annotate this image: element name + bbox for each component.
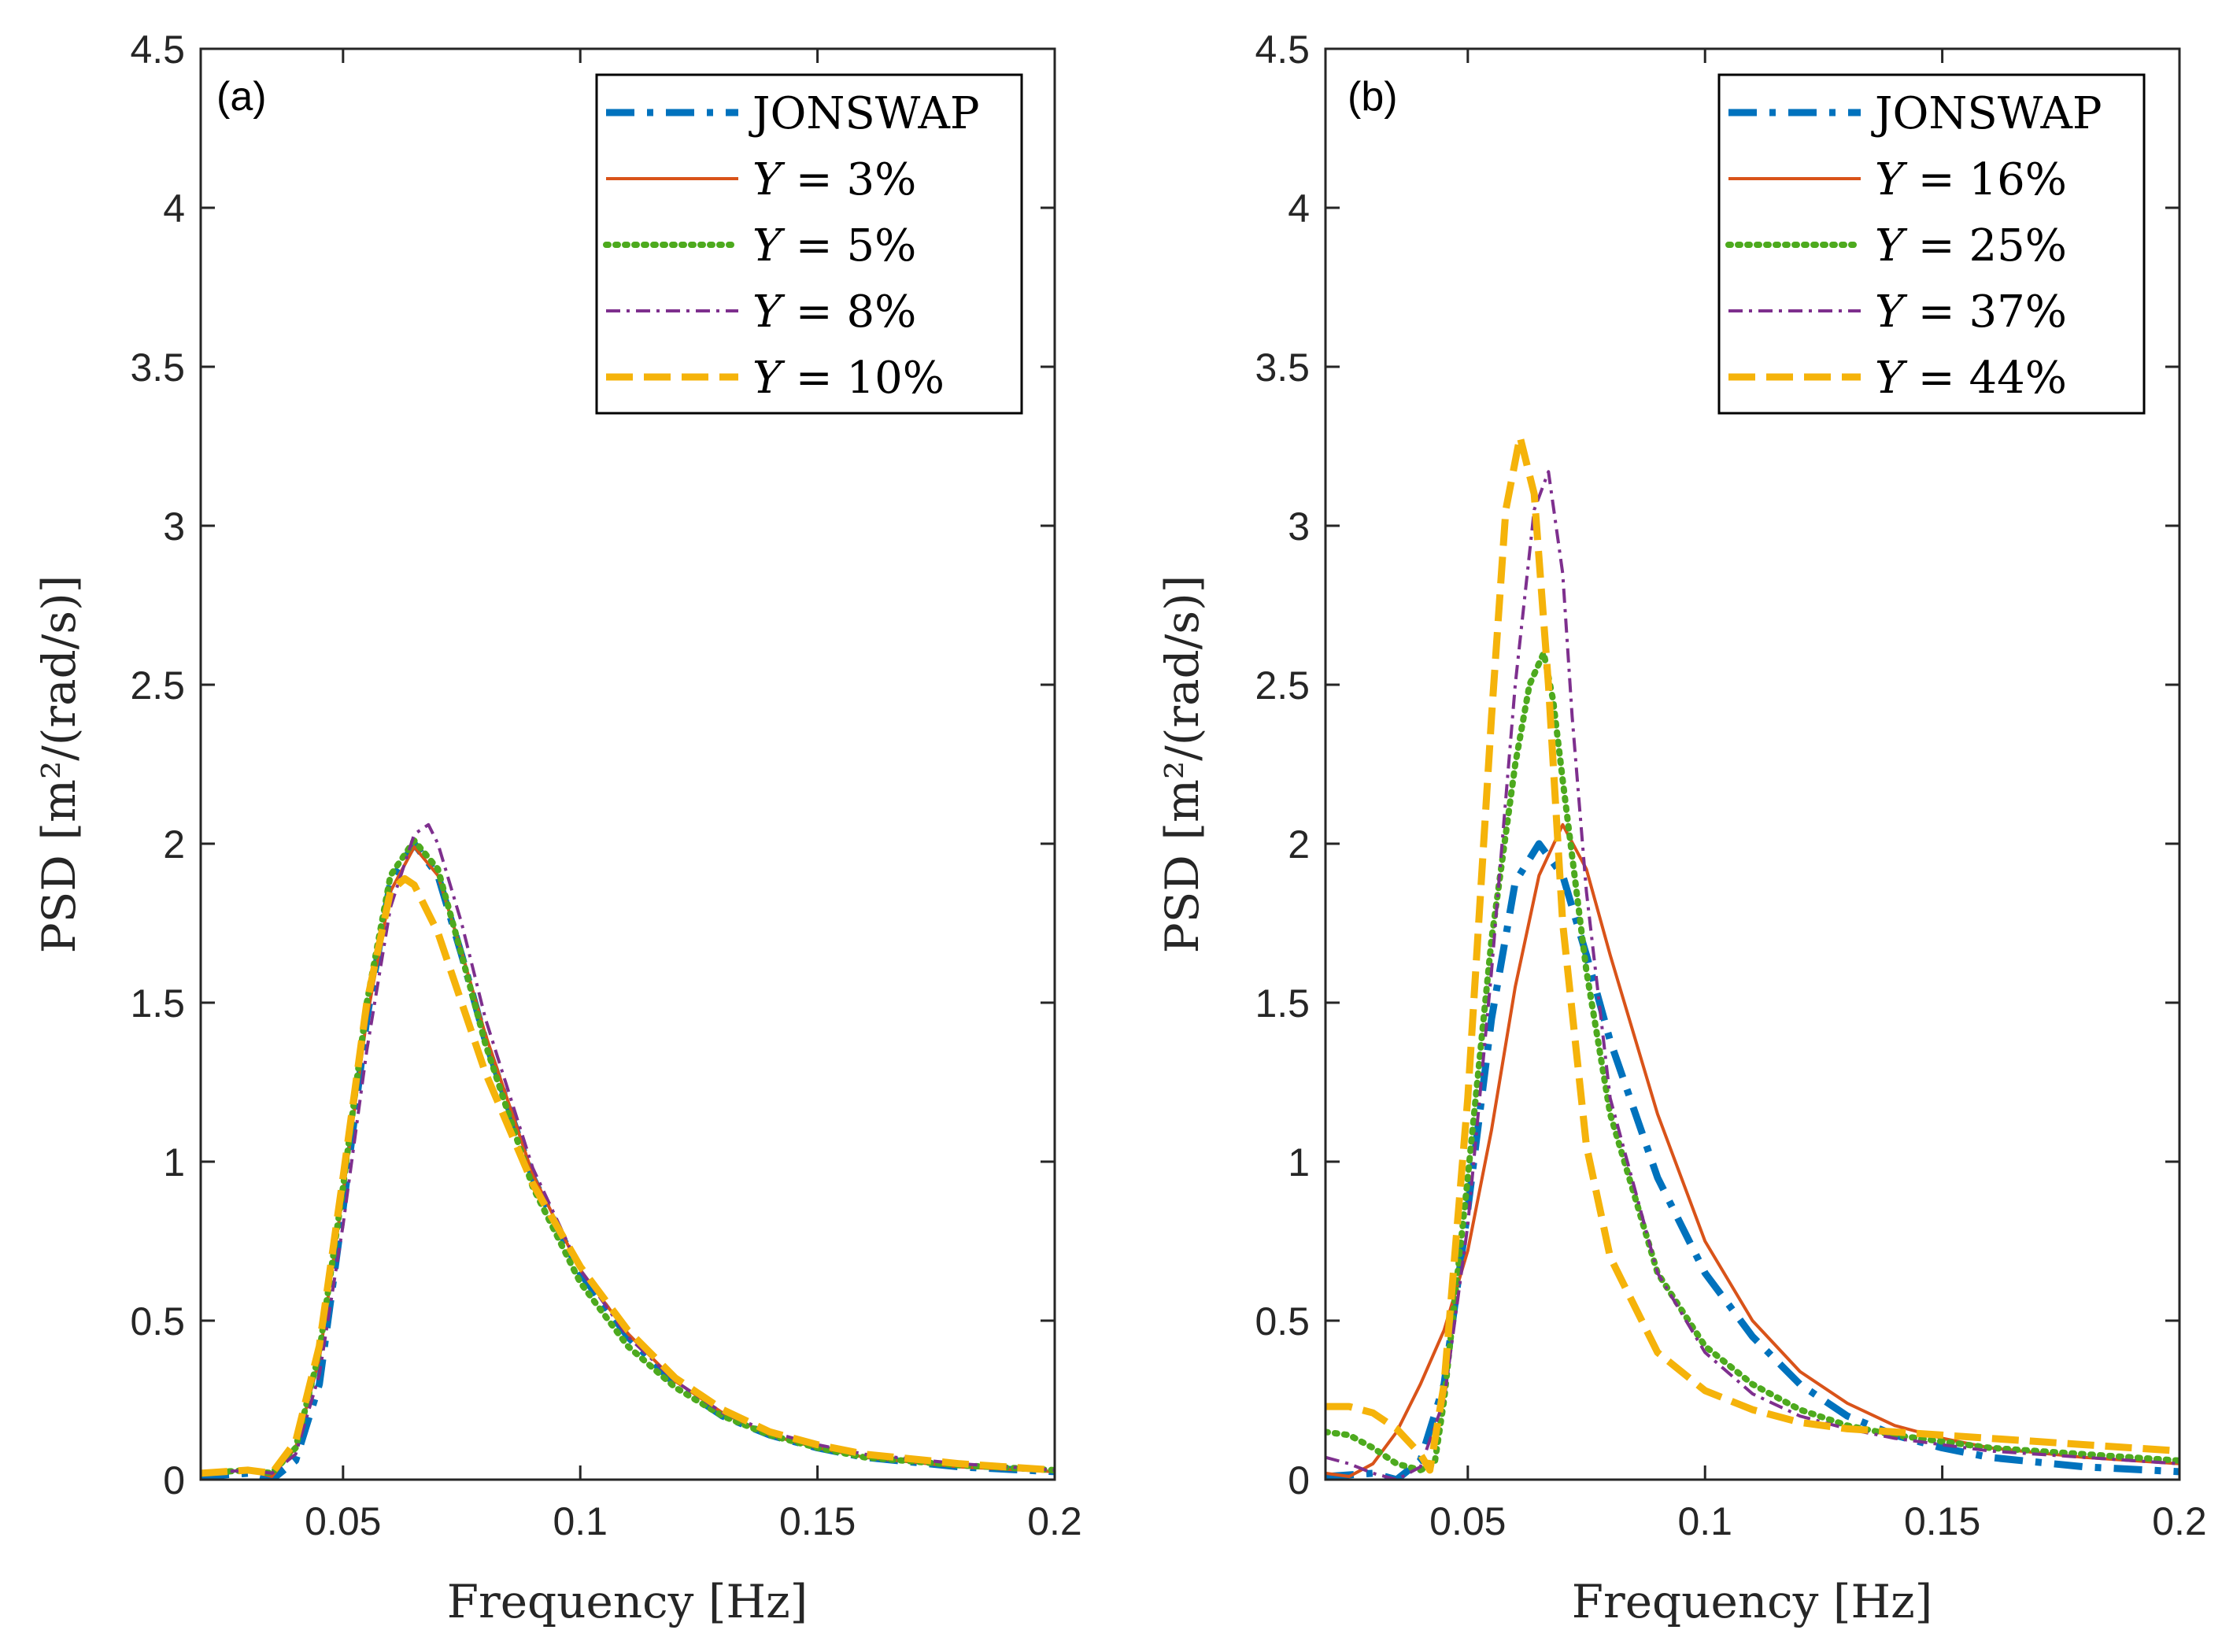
y-tick-label: 1 <box>1288 1140 1310 1184</box>
y-tick-label: 1 <box>163 1140 185 1184</box>
legend-entry-label: Y = 8% <box>752 286 916 338</box>
x-tick-label: 0.1 <box>1677 1499 1732 1543</box>
legend-entry-label: JONSWAP <box>1871 88 2102 139</box>
panel-a-x-axis-label: Frequency [Hz] <box>447 1575 808 1628</box>
panel-b-y-axis-label: PSD [m²/(rad/s)] <box>1155 575 1209 954</box>
legend-entry-text: = 8% <box>782 286 916 338</box>
legend-entry-text: JONSWAP <box>1871 88 2102 139</box>
series-line-y-44 <box>1325 433 2179 1474</box>
y-tick-label: 2.5 <box>1255 663 1310 708</box>
series-line-y-16 <box>1325 822 2179 1478</box>
legend-entry-text: = 25% <box>1904 220 2067 272</box>
legend-entry-label: Y = 37% <box>1875 286 2067 338</box>
legend-entry-text: = 10% <box>782 353 945 404</box>
y-tick-label: 0 <box>163 1458 185 1502</box>
x-tick-label: 0.2 <box>1027 1499 1082 1543</box>
x-tick-label: 0.15 <box>779 1499 856 1543</box>
series-line-y-10 <box>201 874 1055 1477</box>
y-tick-label: 3 <box>163 504 185 549</box>
series-line-jonswap <box>201 840 1055 1480</box>
panel-a-plot-area <box>201 822 1055 1480</box>
legend-entry-var: Y <box>752 154 786 205</box>
legend-entry-label: Y = 44% <box>1875 353 2067 404</box>
panel-a-axes-box <box>199 47 1056 1481</box>
panel-b: 0.05 0.1 0.15 0.2 0 0.5 1 1.5 2 2.5 3 3.5 4 4.5 (b) F… <box>1155 28 2207 1628</box>
y-tick-label: 0.5 <box>130 1299 185 1343</box>
legend-entry-var: Y <box>1875 154 1908 205</box>
y-tick-label: 0 <box>1288 1458 1310 1502</box>
series-line-y-8 <box>201 822 1055 1475</box>
y-tick-label: 3 <box>1288 504 1310 549</box>
legend-entry-text: JONSWAP <box>749 88 980 139</box>
legend-entry-label: Y = 10% <box>752 353 945 404</box>
panel-b-plot-area <box>1325 433 2179 1480</box>
y-tick-label: 3.5 <box>130 346 185 390</box>
panel-b-ticks: 0.05 0.1 0.15 0.2 0 0.5 1 1.5 2 2.5 3 3.5 4 4.5 <box>1255 28 2206 1543</box>
series-line-y-25 <box>1325 649 2179 1473</box>
legend-entry-label: Y = 3% <box>752 154 916 205</box>
x-tick-label: 0.05 <box>1429 1499 1506 1543</box>
legend-entry-text: = 37% <box>1904 286 2067 338</box>
y-tick-label: 3.5 <box>1255 346 1310 390</box>
series-line-y-5 <box>201 837 1055 1476</box>
x-tick-label: 0.15 <box>1904 1499 1980 1543</box>
legend-entry-var: Y <box>1875 353 1908 404</box>
y-tick-label: 0.5 <box>1255 1299 1310 1343</box>
legend-entry-label: Y = 16% <box>1875 154 2067 205</box>
panel-a-y-axis-label: PSD [m²/(rad/s)] <box>32 575 86 954</box>
panel-a-ticks: 0.05 0.1 0.15 0.2 0 0.5 1 1.5 2 2.5 3 3.5 4 4.5 <box>130 28 1081 1543</box>
y-tick-label: 4.5 <box>130 28 185 72</box>
y-tick-label: 2.5 <box>130 663 185 708</box>
legend-entry-label: Y = 5% <box>752 220 916 272</box>
legend-entry-var: Y <box>752 286 786 338</box>
y-tick-label: 4.5 <box>1255 28 1310 72</box>
y-tick-label: 2 <box>163 822 185 867</box>
y-tick-label: 4 <box>163 187 185 231</box>
legend-entry-text: = 44% <box>1904 353 2067 404</box>
x-tick-label: 0.2 <box>2152 1499 2207 1543</box>
y-tick-label: 2 <box>1288 822 1310 867</box>
panel-b-label: (b) <box>1348 74 1398 120</box>
x-tick-label: 0.05 <box>305 1499 381 1543</box>
y-tick-label: 1.5 <box>130 981 185 1026</box>
y-tick-label: 1.5 <box>1255 981 1310 1026</box>
legend-entry-text: = 3% <box>782 154 916 205</box>
legend-entry-var: Y <box>1875 220 1908 272</box>
panel-b-axes-box <box>1324 47 2181 1481</box>
panel-b-x-axis-label: Frequency [Hz] <box>1572 1575 1933 1628</box>
legend-entry-label: Y = 25% <box>1875 220 2067 272</box>
series-line-y-37 <box>1325 470 2179 1480</box>
panel-a: 0.05 0.1 0.15 0.2 0 0.5 1 1.5 2 2.5 3 3.5 4 4.5 (a) F… <box>32 28 1082 1628</box>
panel-a-label: (a) <box>216 74 267 120</box>
y-tick-label: 4 <box>1288 187 1310 231</box>
x-tick-label: 0.1 <box>553 1499 608 1543</box>
legend-entry-label: JONSWAP <box>749 88 980 139</box>
series-line-y-3 <box>201 845 1055 1478</box>
legend-entry-var: Y <box>752 353 786 404</box>
legend-entry-var: Y <box>752 220 786 272</box>
legend-entry-text: = 16% <box>1904 154 2067 205</box>
legend-entry-var: Y <box>1875 286 1908 338</box>
legend-entry-text: = 5% <box>782 220 916 272</box>
